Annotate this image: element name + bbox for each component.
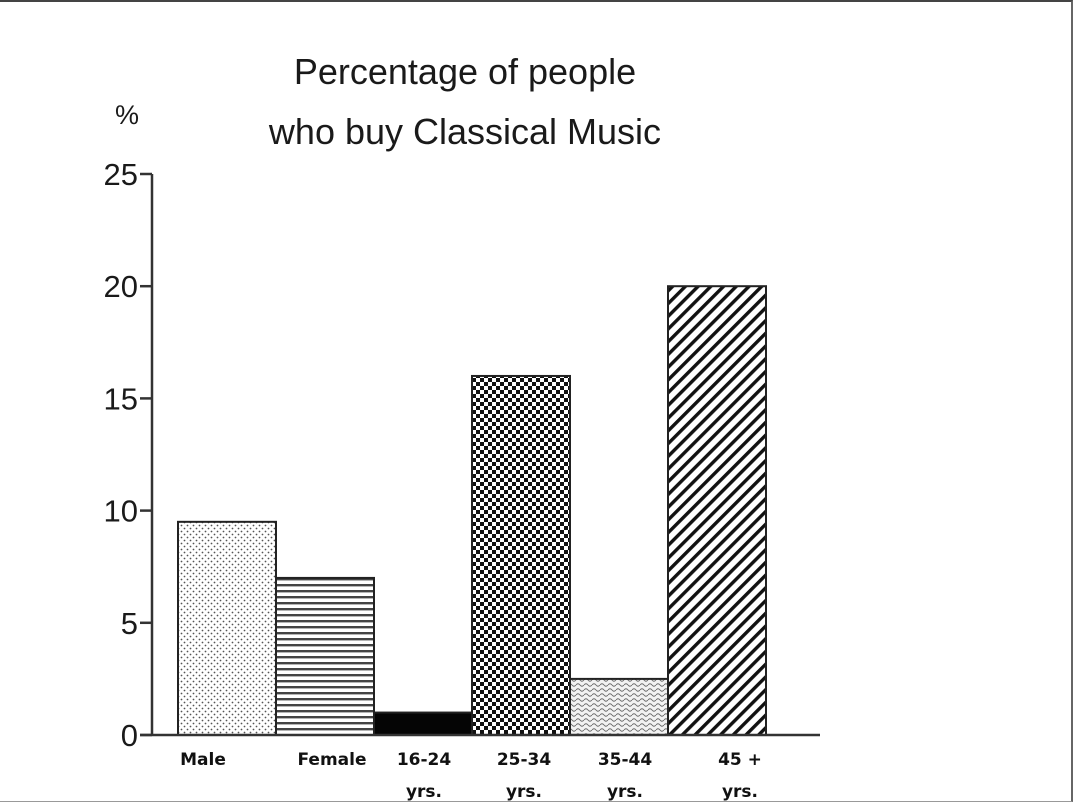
x-tick-label-4-line-2: yrs. <box>607 782 643 802</box>
x-tick-label-2-line-2: yrs. <box>406 782 442 802</box>
y-axis-unit-label: % <box>115 100 139 130</box>
y-tick-label-5: 5 <box>121 606 138 641</box>
bar-25-34-yrs <box>471 374 571 736</box>
y-tick-label-0: 0 <box>121 718 138 753</box>
y-tick-label-25: 25 <box>104 157 138 192</box>
x-tick-label-0: Male <box>180 750 226 770</box>
x-tick-label-5-line-2: yrs. <box>722 782 758 802</box>
x-tick-label-2: 16-24 <box>397 750 452 770</box>
bar-45-yrs <box>667 285 767 736</box>
chart-title: Percentage of people who buy Classical Mu… <box>268 51 661 152</box>
bar-35-44-yrs <box>569 677 669 737</box>
bar-female <box>275 576 375 736</box>
axes-layer <box>140 174 820 737</box>
y-axis-ticks: 0 5 10 15 20 25 <box>104 157 152 753</box>
chart-title-line-2: who buy Classical Music <box>268 111 661 152</box>
bars-layer <box>177 285 767 737</box>
y-tick-label-20: 20 <box>104 269 138 304</box>
x-tick-label-3: 25-34 <box>497 750 552 770</box>
bar-16-24-yrs <box>373 711 473 736</box>
x-tick-label-4: 35-44 <box>598 750 653 770</box>
y-tick-label-10: 10 <box>104 494 138 529</box>
x-tick-label-3-line-2: yrs. <box>506 782 542 802</box>
x-axis-labels: Male Female 16-24 yrs. 25-34 yrs. 35-44 yrs. 45 … <box>180 750 762 802</box>
chart-title-line-1: Percentage of people <box>294 51 636 92</box>
x-tick-label-5: 45 + <box>718 750 762 770</box>
y-tick-label-15: 15 <box>104 381 138 416</box>
bar-male <box>177 520 277 736</box>
x-tick-label-1: Female <box>298 750 367 770</box>
